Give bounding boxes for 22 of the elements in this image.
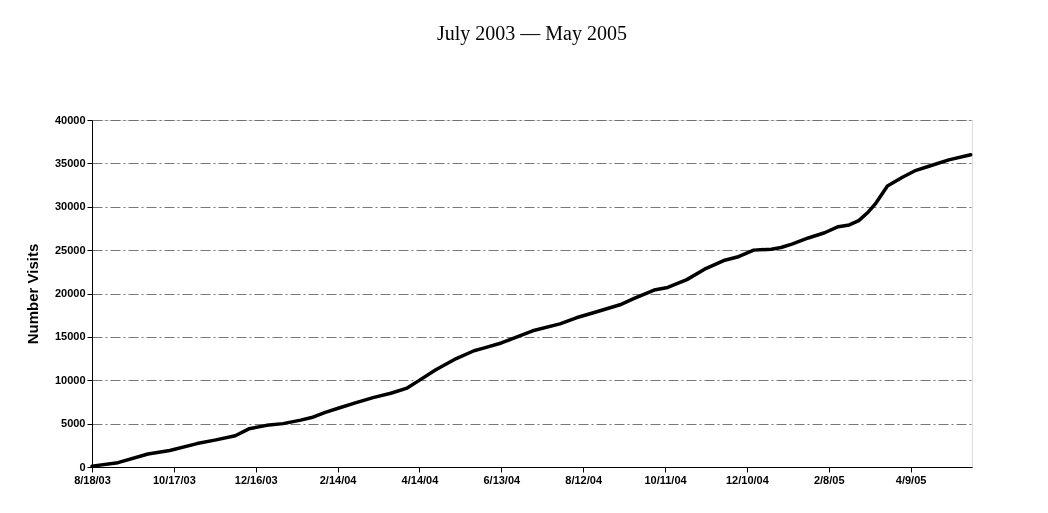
chart-title: July 2003 — May 2005 — [437, 22, 627, 45]
x-tick-label: 12/16/03 — [234, 473, 278, 486]
x-tick-label: 4/14/04 — [401, 473, 440, 486]
x-tick-label: 12/10/04 — [725, 473, 770, 486]
y-tick-label: 35000 — [54, 156, 86, 169]
x-tick-label: 4/9/05 — [895, 473, 927, 486]
x-tick-label: 10/11/04 — [644, 473, 688, 486]
x-tick-label: 2/14/04 — [319, 473, 358, 486]
x-tick-label: 2/8/05 — [813, 473, 845, 486]
y-tick-label: 15000 — [54, 330, 86, 343]
y-tick-label: 25000 — [54, 243, 86, 256]
y-tick-label: 10000 — [54, 373, 86, 386]
y-tick-label: 20000 — [54, 287, 86, 299]
y-axis-title: Number Visits — [23, 243, 41, 345]
y-tick-label: 0 — [79, 460, 86, 473]
y-tick-label: 5000 — [61, 417, 86, 430]
x-tick-label: 10/17/03 — [152, 473, 196, 486]
x-tick-label: 6/13/04 — [483, 473, 522, 486]
y-tick-label: 40000 — [54, 113, 86, 126]
x-tick-label: 8/12/04 — [565, 473, 603, 486]
y-tick-label: 30000 — [54, 200, 86, 213]
x-tick-label: 8/18/03 — [74, 473, 111, 486]
